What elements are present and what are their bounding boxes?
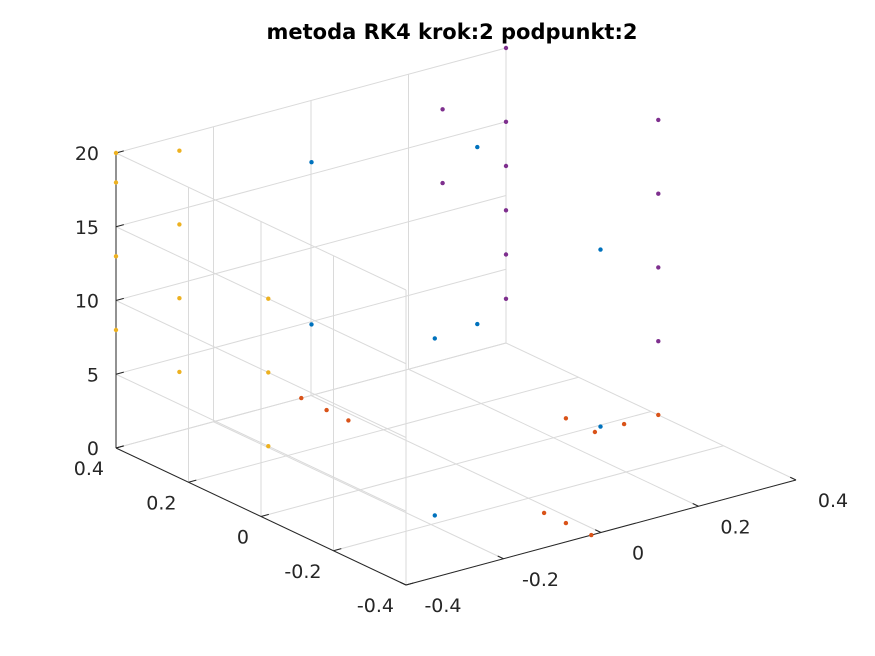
data-point-series-4 <box>656 117 661 123</box>
y-tick-mark <box>333 548 342 552</box>
z-tick-mark <box>115 224 124 228</box>
labels-layer: -0.4 -0.2 0 0.2 0.4 0.4 0.2 0 -0.2 -0.4 0 5 10 15 20 <box>74 143 848 617</box>
left-wall-grid-line <box>115 226 407 365</box>
data-point-series-4 <box>503 296 509 301</box>
data-point-series-1 <box>309 160 314 165</box>
data-point-series-4 <box>503 163 509 169</box>
floor-grid-line <box>188 376 579 483</box>
data-point-series-3 <box>177 148 182 153</box>
z-tick-mark <box>115 371 124 375</box>
y-tick-label: 0.2 <box>146 492 176 514</box>
data-point-series-3 <box>113 180 119 185</box>
y-tick-label: 0 <box>237 527 249 549</box>
data-point-series-1 <box>432 336 437 341</box>
back-wall-grid-line <box>115 47 507 154</box>
back-wall-grid-line <box>115 195 507 301</box>
z-tick-mark <box>115 297 124 301</box>
y-tick-label: 0.4 <box>74 458 104 480</box>
floor-grid-line <box>260 411 652 517</box>
z-tick-label: 20 <box>75 143 99 165</box>
data-point-series-3 <box>266 444 271 449</box>
data-point-series-2 <box>346 418 351 423</box>
z-tick-label: 15 <box>75 217 99 239</box>
data-point-series-3 <box>177 222 182 227</box>
data-point-series-2 <box>299 395 304 401</box>
chart-title: metoda RK4 krok:2 podpunkt:2 <box>267 20 638 44</box>
data-point-series-2 <box>563 520 569 526</box>
data-point-series-3 <box>113 254 119 259</box>
z-tick-mark <box>115 445 124 449</box>
data-point-series-2 <box>324 407 329 413</box>
data-point-series-4 <box>440 107 445 112</box>
y-tick-mark <box>188 479 197 483</box>
x-tick-label: 0 <box>632 543 644 565</box>
data-point-series-2 <box>589 532 594 538</box>
data-point-series-4 <box>656 339 661 344</box>
data-point-series-2 <box>621 421 627 427</box>
data-point-series-1 <box>432 513 437 518</box>
left-wall-grid-line <box>115 373 407 512</box>
floor-grid-line <box>333 445 724 552</box>
data-point-series-2 <box>656 412 661 418</box>
y-tick-label: -0.4 <box>357 595 394 617</box>
y-tick-mark <box>260 513 269 517</box>
data-point-series-2 <box>541 510 547 516</box>
data-point-series-3 <box>266 296 271 301</box>
data-point-series-1 <box>475 321 480 327</box>
data-point-series-3 <box>113 150 119 156</box>
axes-layer <box>115 150 797 586</box>
data-point-series-3 <box>177 369 182 375</box>
z-tick-label: 0 <box>87 438 99 460</box>
left-wall-grid-line <box>115 300 407 438</box>
x-tick-mark <box>399 581 407 586</box>
back-wall-grid-line <box>115 342 507 449</box>
x-tick-mark <box>692 503 699 507</box>
x-tick-mark <box>497 555 504 560</box>
y-tick-label: -0.2 <box>284 561 321 583</box>
data-point-series-1 <box>598 247 603 252</box>
data-point-series-4 <box>503 45 509 51</box>
x-tick-label: -0.2 <box>522 569 559 591</box>
data-point-series-1 <box>309 322 314 327</box>
y-tick-mark <box>405 582 414 586</box>
x-tick-label: -0.4 <box>424 595 461 617</box>
data-point-series-2 <box>563 416 569 421</box>
data-point-series-1 <box>475 144 480 150</box>
points-layer <box>113 45 661 538</box>
x-tick-mark <box>594 529 602 533</box>
data-point-series-4 <box>503 208 509 213</box>
z-tick-label: 10 <box>75 291 99 313</box>
data-point-series-4 <box>503 252 509 257</box>
data-point-series-3 <box>177 296 182 301</box>
data-point-series-3 <box>113 327 119 333</box>
x-tick-label: 0.2 <box>720 516 750 538</box>
data-point-series-4 <box>440 180 445 186</box>
data-point-series-4 <box>656 265 661 270</box>
data-point-series-3 <box>266 370 271 375</box>
data-point-series-4 <box>503 119 509 125</box>
back-wall-grid-line <box>115 268 507 375</box>
data-point-series-4 <box>656 191 661 196</box>
data-point-series-2 <box>592 429 598 435</box>
x-tick-label: 0.4 <box>818 490 848 512</box>
x-tick-mark <box>789 476 797 481</box>
data-point-series-1 <box>598 424 603 429</box>
back-wall-grid-line <box>115 121 507 228</box>
left-wall-grid-line <box>115 152 407 291</box>
z-tick-label: 5 <box>87 364 99 386</box>
